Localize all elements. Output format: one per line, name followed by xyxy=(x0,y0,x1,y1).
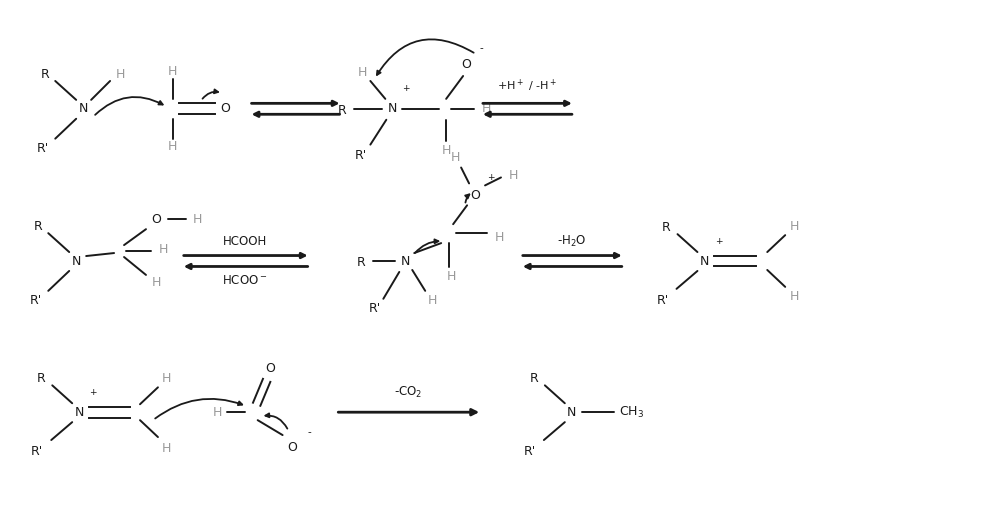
Text: R: R xyxy=(530,372,538,385)
Text: H: H xyxy=(213,406,222,419)
Text: R': R' xyxy=(37,142,49,155)
Text: +: + xyxy=(715,236,722,246)
Text: +: + xyxy=(487,173,495,182)
Text: R': R' xyxy=(524,446,536,459)
Text: N: N xyxy=(388,103,397,115)
Text: R': R' xyxy=(369,302,381,315)
Text: -H$_2$O: -H$_2$O xyxy=(557,234,587,248)
Text: H: H xyxy=(450,151,460,164)
Text: R': R' xyxy=(31,446,43,459)
Text: H: H xyxy=(162,441,172,454)
Text: R: R xyxy=(357,256,366,269)
Text: +H$^+$ / -H$^+$: +H$^+$ / -H$^+$ xyxy=(497,78,557,94)
Text: O: O xyxy=(288,440,298,453)
Text: +: + xyxy=(89,388,97,397)
Text: H: H xyxy=(193,213,203,226)
Text: -: - xyxy=(479,43,483,53)
Text: H: H xyxy=(508,169,518,182)
Text: R': R' xyxy=(30,294,42,308)
Text: H: H xyxy=(441,144,451,157)
Text: H: H xyxy=(168,64,178,77)
Text: N: N xyxy=(78,103,88,115)
Text: H: H xyxy=(115,67,125,81)
Text: O: O xyxy=(470,189,480,202)
Text: H: H xyxy=(428,294,437,308)
Text: H: H xyxy=(494,231,504,244)
Text: H: H xyxy=(158,243,168,256)
Text: N: N xyxy=(71,255,81,267)
Text: +: + xyxy=(403,84,410,94)
Text: N: N xyxy=(700,255,709,267)
Text: O: O xyxy=(151,213,161,226)
Text: H: H xyxy=(162,372,172,385)
Text: H: H xyxy=(789,290,799,303)
Text: O: O xyxy=(220,103,230,115)
Text: R': R' xyxy=(354,149,367,162)
Text: R: R xyxy=(37,372,46,385)
Text: H: H xyxy=(481,103,491,115)
Text: R: R xyxy=(662,221,671,234)
Text: O: O xyxy=(461,58,471,71)
Text: R: R xyxy=(34,220,43,233)
Text: O: O xyxy=(266,362,276,375)
Text: R: R xyxy=(338,104,347,117)
Text: N: N xyxy=(74,406,84,419)
Text: H: H xyxy=(358,65,367,78)
Text: -CO$_2$: -CO$_2$ xyxy=(394,385,422,400)
Text: H: H xyxy=(151,276,161,289)
Text: N: N xyxy=(567,406,576,419)
Text: H: H xyxy=(789,220,799,233)
Text: -: - xyxy=(308,427,311,437)
Text: H: H xyxy=(446,270,456,283)
Text: HCOO$^-$: HCOO$^-$ xyxy=(222,275,267,288)
Text: R: R xyxy=(41,67,50,81)
Text: CH$_3$: CH$_3$ xyxy=(619,405,644,420)
Text: HCOOH: HCOOH xyxy=(223,235,267,247)
Text: R': R' xyxy=(656,294,669,308)
Text: H: H xyxy=(168,140,178,153)
Text: N: N xyxy=(401,255,410,267)
